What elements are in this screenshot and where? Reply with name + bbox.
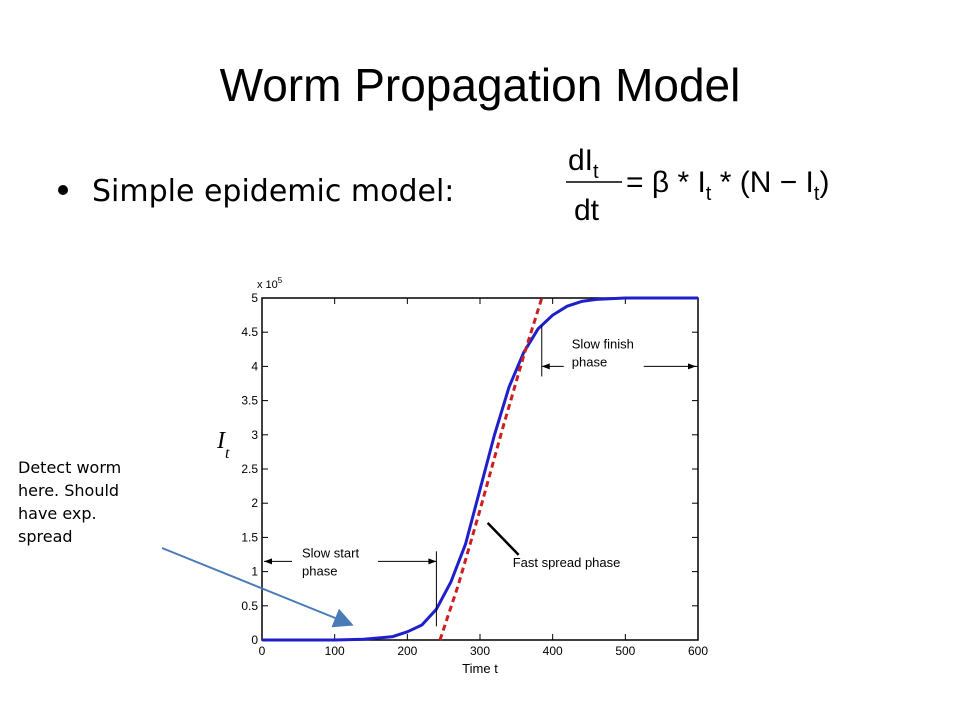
chart-background <box>205 258 715 698</box>
y-tick-label: 2 <box>251 496 258 510</box>
slow-finish-label: Slow finish <box>572 336 634 351</box>
x-axis-label: Time t <box>462 661 498 676</box>
infected-count-line <box>262 296 698 642</box>
slow-start-label: Slow start <box>302 545 359 560</box>
x-tick-label: 0 <box>259 644 266 658</box>
fast-spread-label: Fast spread phase <box>513 555 621 570</box>
y-tick-label: 4 <box>251 359 258 373</box>
slow-finish-span-arrow-left <box>541 363 550 370</box>
note-line: Detect worm <box>18 458 122 477</box>
formula-numerator: dIt <box>568 144 599 183</box>
note-line: have exp. <box>18 504 97 523</box>
slide-title: Worm Propagation Model <box>219 59 741 111</box>
slow-finish-label: phase <box>572 354 607 369</box>
y-tick-label: 3.5 <box>241 394 258 408</box>
note-line: here. Should <box>18 481 120 500</box>
bullet-item: Simple epidemic model: <box>58 174 454 209</box>
epidemic-formula: dIt dt = β * It * (N − It) <box>566 144 829 227</box>
x-tick-label: 500 <box>615 644 635 658</box>
y-scale-label: x 105 <box>257 276 283 291</box>
y-tick-label: 1 <box>251 565 258 579</box>
y-tick-label: 0 <box>251 633 258 647</box>
note-line: spread <box>18 527 73 546</box>
bullet-text: Simple epidemic model: <box>92 174 455 209</box>
y-tick-label: 4.5 <box>241 325 258 339</box>
x-tick-label: 100 <box>325 644 345 658</box>
slow-finish-label-bg <box>563 332 644 377</box>
x-tick-label: 400 <box>543 644 563 658</box>
y-tick-label: 3 <box>251 428 258 442</box>
y-tick-label: 0.5 <box>241 599 258 613</box>
slow-start-label: phase <box>302 563 337 578</box>
y-tick-label: 1.5 <box>241 530 258 544</box>
x-tick-label: 200 <box>397 644 417 658</box>
x-tick-label: 600 <box>688 644 708 658</box>
x-tick-label: 300 <box>470 644 490 658</box>
bullet-dot-icon <box>58 184 68 195</box>
y-tick-label: 5 <box>251 291 258 305</box>
y-tick-label: 2.5 <box>241 462 258 476</box>
formula-denominator: dt <box>574 194 600 227</box>
slow-start-span-arrow-right <box>428 558 437 565</box>
slow-finish-span-arrow-right <box>688 363 696 370</box>
epidemic-chart: 0 100 200 300 400 500 600 0 0.5 1 1.5 2 2.5 3 3.5 4 4.5 5… <box>205 258 715 698</box>
fast-spread-pointer <box>486 522 520 556</box>
y-axis-label: It <box>216 428 230 462</box>
annotation-note: Detect worm here. Should have exp. sprea… <box>18 456 168 548</box>
formula-rhs: = β * It * (N − It) <box>626 166 829 205</box>
